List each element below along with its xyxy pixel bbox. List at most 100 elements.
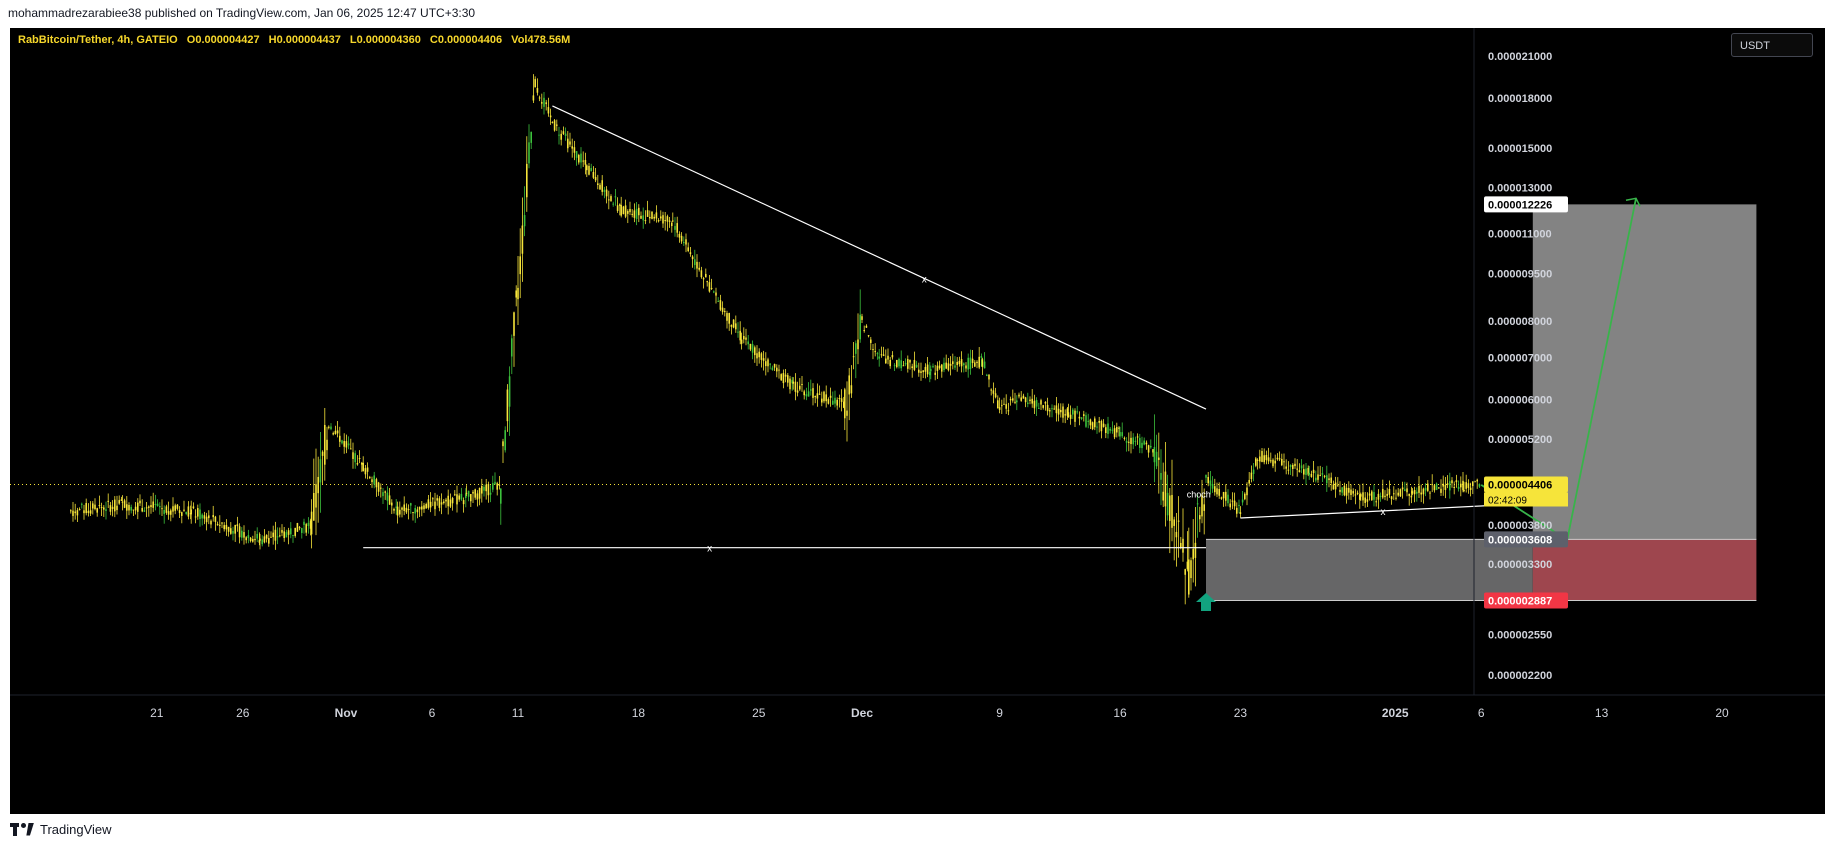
candle-body <box>1014 401 1016 403</box>
candle-body <box>1060 409 1062 413</box>
candle-body <box>855 343 857 354</box>
candle-body <box>1241 499 1244 503</box>
candle-body <box>128 504 130 511</box>
candle-body <box>1341 487 1343 493</box>
candle-body <box>880 354 883 356</box>
candle-body <box>1465 482 1467 489</box>
price-chart[interactable]: x x x choch 0.000021000 0.000018000 0.00001500… <box>10 28 1825 814</box>
candle-body <box>270 536 272 538</box>
candle-body <box>976 361 978 363</box>
candle-body <box>1438 487 1440 489</box>
candle-body <box>1239 512 1242 514</box>
candle-body <box>317 476 319 494</box>
candle-body <box>458 495 460 500</box>
time-axis-label: 21 <box>150 706 164 720</box>
candle-body <box>405 507 408 513</box>
candle-body <box>956 361 958 366</box>
candle-body <box>321 451 324 456</box>
candle-body <box>1352 491 1354 494</box>
candle-body <box>646 210 649 217</box>
candle-body <box>1171 494 1173 528</box>
time-axis-label: Dec <box>851 706 873 720</box>
candle-body <box>796 390 799 393</box>
candle-body <box>850 385 853 394</box>
candle-body <box>719 300 722 310</box>
legend-low: L0.000004360 <box>349 34 421 46</box>
candle-body <box>1422 488 1425 495</box>
candle-body <box>1330 477 1332 483</box>
chart-panel[interactable]: x x x choch 0.000021000 0.000018000 0.00001500… <box>10 28 1825 814</box>
candle-body <box>1069 414 1072 419</box>
candle-body <box>1267 457 1270 462</box>
candle-body <box>1029 399 1031 401</box>
candle-body <box>547 107 550 114</box>
candle-body <box>315 484 317 508</box>
candle-body <box>971 358 974 364</box>
choch-label: choch <box>1187 490 1211 500</box>
price-axis-label: 0.000011000 <box>1488 228 1552 240</box>
candle-body <box>498 484 501 486</box>
candle-body <box>887 355 889 360</box>
candle-body <box>737 331 739 333</box>
candle-body <box>1222 491 1225 499</box>
candle-body <box>1307 467 1309 475</box>
candle-body <box>1066 408 1069 416</box>
entry-zone <box>1206 539 1533 601</box>
candle-body <box>1416 491 1418 494</box>
candle-body <box>588 165 590 175</box>
candle-body <box>103 507 105 510</box>
candle-body <box>1225 491 1227 501</box>
candle-body <box>172 506 174 512</box>
candle-body <box>743 335 745 340</box>
candle-body <box>212 515 214 518</box>
candle-body <box>1270 460 1272 462</box>
candle-body <box>1111 429 1114 431</box>
candle-body <box>730 324 733 327</box>
candle-body <box>838 398 841 400</box>
footer-brand[interactable]: TradingView <box>10 822 112 837</box>
candle-body <box>254 538 256 541</box>
candle-body <box>1433 485 1436 491</box>
candle-body <box>569 141 571 145</box>
candle-body <box>447 495 449 507</box>
candle-body <box>443 501 445 504</box>
candle-body <box>216 524 219 526</box>
candle-body <box>980 356 983 358</box>
candle-body <box>1064 414 1066 416</box>
candle-body <box>818 393 821 395</box>
candle-body <box>1278 458 1281 460</box>
candle-body <box>1281 458 1283 466</box>
candle-body <box>214 516 217 522</box>
candle-body <box>653 216 655 219</box>
candle-body <box>423 505 425 510</box>
candle-body <box>236 524 239 527</box>
candle-body <box>519 256 521 275</box>
candle-body <box>1169 495 1171 521</box>
candle-body <box>934 372 936 375</box>
projection-arrowhead <box>1625 197 1641 207</box>
candle-body <box>1143 440 1145 445</box>
candle-body <box>465 493 467 499</box>
last-price-badge-bg <box>1484 476 1568 493</box>
candle-body <box>1319 474 1321 476</box>
candle-body <box>190 509 192 515</box>
candle-body <box>965 365 967 369</box>
price-axis-label: 0.000013000 <box>1488 183 1552 195</box>
currency-selector[interactable]: USDT <box>1731 33 1813 57</box>
candle-body <box>1145 442 1148 445</box>
candle-body <box>1287 469 1290 471</box>
candle-body <box>388 495 391 505</box>
candle-body <box>283 531 285 539</box>
candle-body <box>121 501 124 503</box>
candle-body <box>1420 492 1422 495</box>
candle-body <box>534 79 536 88</box>
candle-body <box>324 424 326 465</box>
candle-body <box>827 399 830 404</box>
candle-body <box>517 287 519 300</box>
candle-body <box>434 501 436 510</box>
candle-body <box>1031 398 1033 404</box>
candle-body <box>354 453 356 463</box>
candle-body <box>1201 494 1203 517</box>
candle-body <box>767 359 769 367</box>
candle-body <box>83 510 85 514</box>
